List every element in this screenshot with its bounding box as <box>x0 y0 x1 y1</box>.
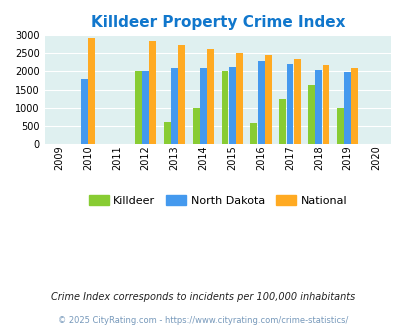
Bar <box>207 50 213 144</box>
Bar <box>178 45 185 144</box>
Bar <box>171 68 177 144</box>
Text: © 2025 CityRating.com - https://www.cityrating.com/crime-statistics/: © 2025 CityRating.com - https://www.city… <box>58 315 347 325</box>
Bar <box>264 55 271 144</box>
Bar <box>322 65 329 144</box>
Bar <box>135 72 141 144</box>
Bar <box>228 68 235 144</box>
Legend: Killdeer, North Dakota, National: Killdeer, North Dakota, National <box>84 190 351 210</box>
Bar <box>235 53 242 144</box>
Bar <box>279 99 286 144</box>
Bar <box>336 108 343 144</box>
Bar <box>343 72 350 144</box>
Bar <box>351 68 358 144</box>
Bar <box>307 85 314 144</box>
Bar <box>221 72 228 144</box>
Bar <box>142 71 149 144</box>
Bar <box>81 80 87 144</box>
Bar <box>88 38 95 144</box>
Bar <box>250 123 257 144</box>
Bar <box>149 41 156 144</box>
Bar <box>293 59 300 144</box>
Bar <box>192 109 199 144</box>
Bar <box>164 122 170 144</box>
Bar <box>199 68 206 144</box>
Bar <box>286 64 293 144</box>
Bar <box>257 61 264 144</box>
Text: Crime Index corresponds to incidents per 100,000 inhabitants: Crime Index corresponds to incidents per… <box>51 292 354 302</box>
Bar <box>315 70 322 144</box>
Title: Killdeer Property Crime Index: Killdeer Property Crime Index <box>90 15 344 30</box>
